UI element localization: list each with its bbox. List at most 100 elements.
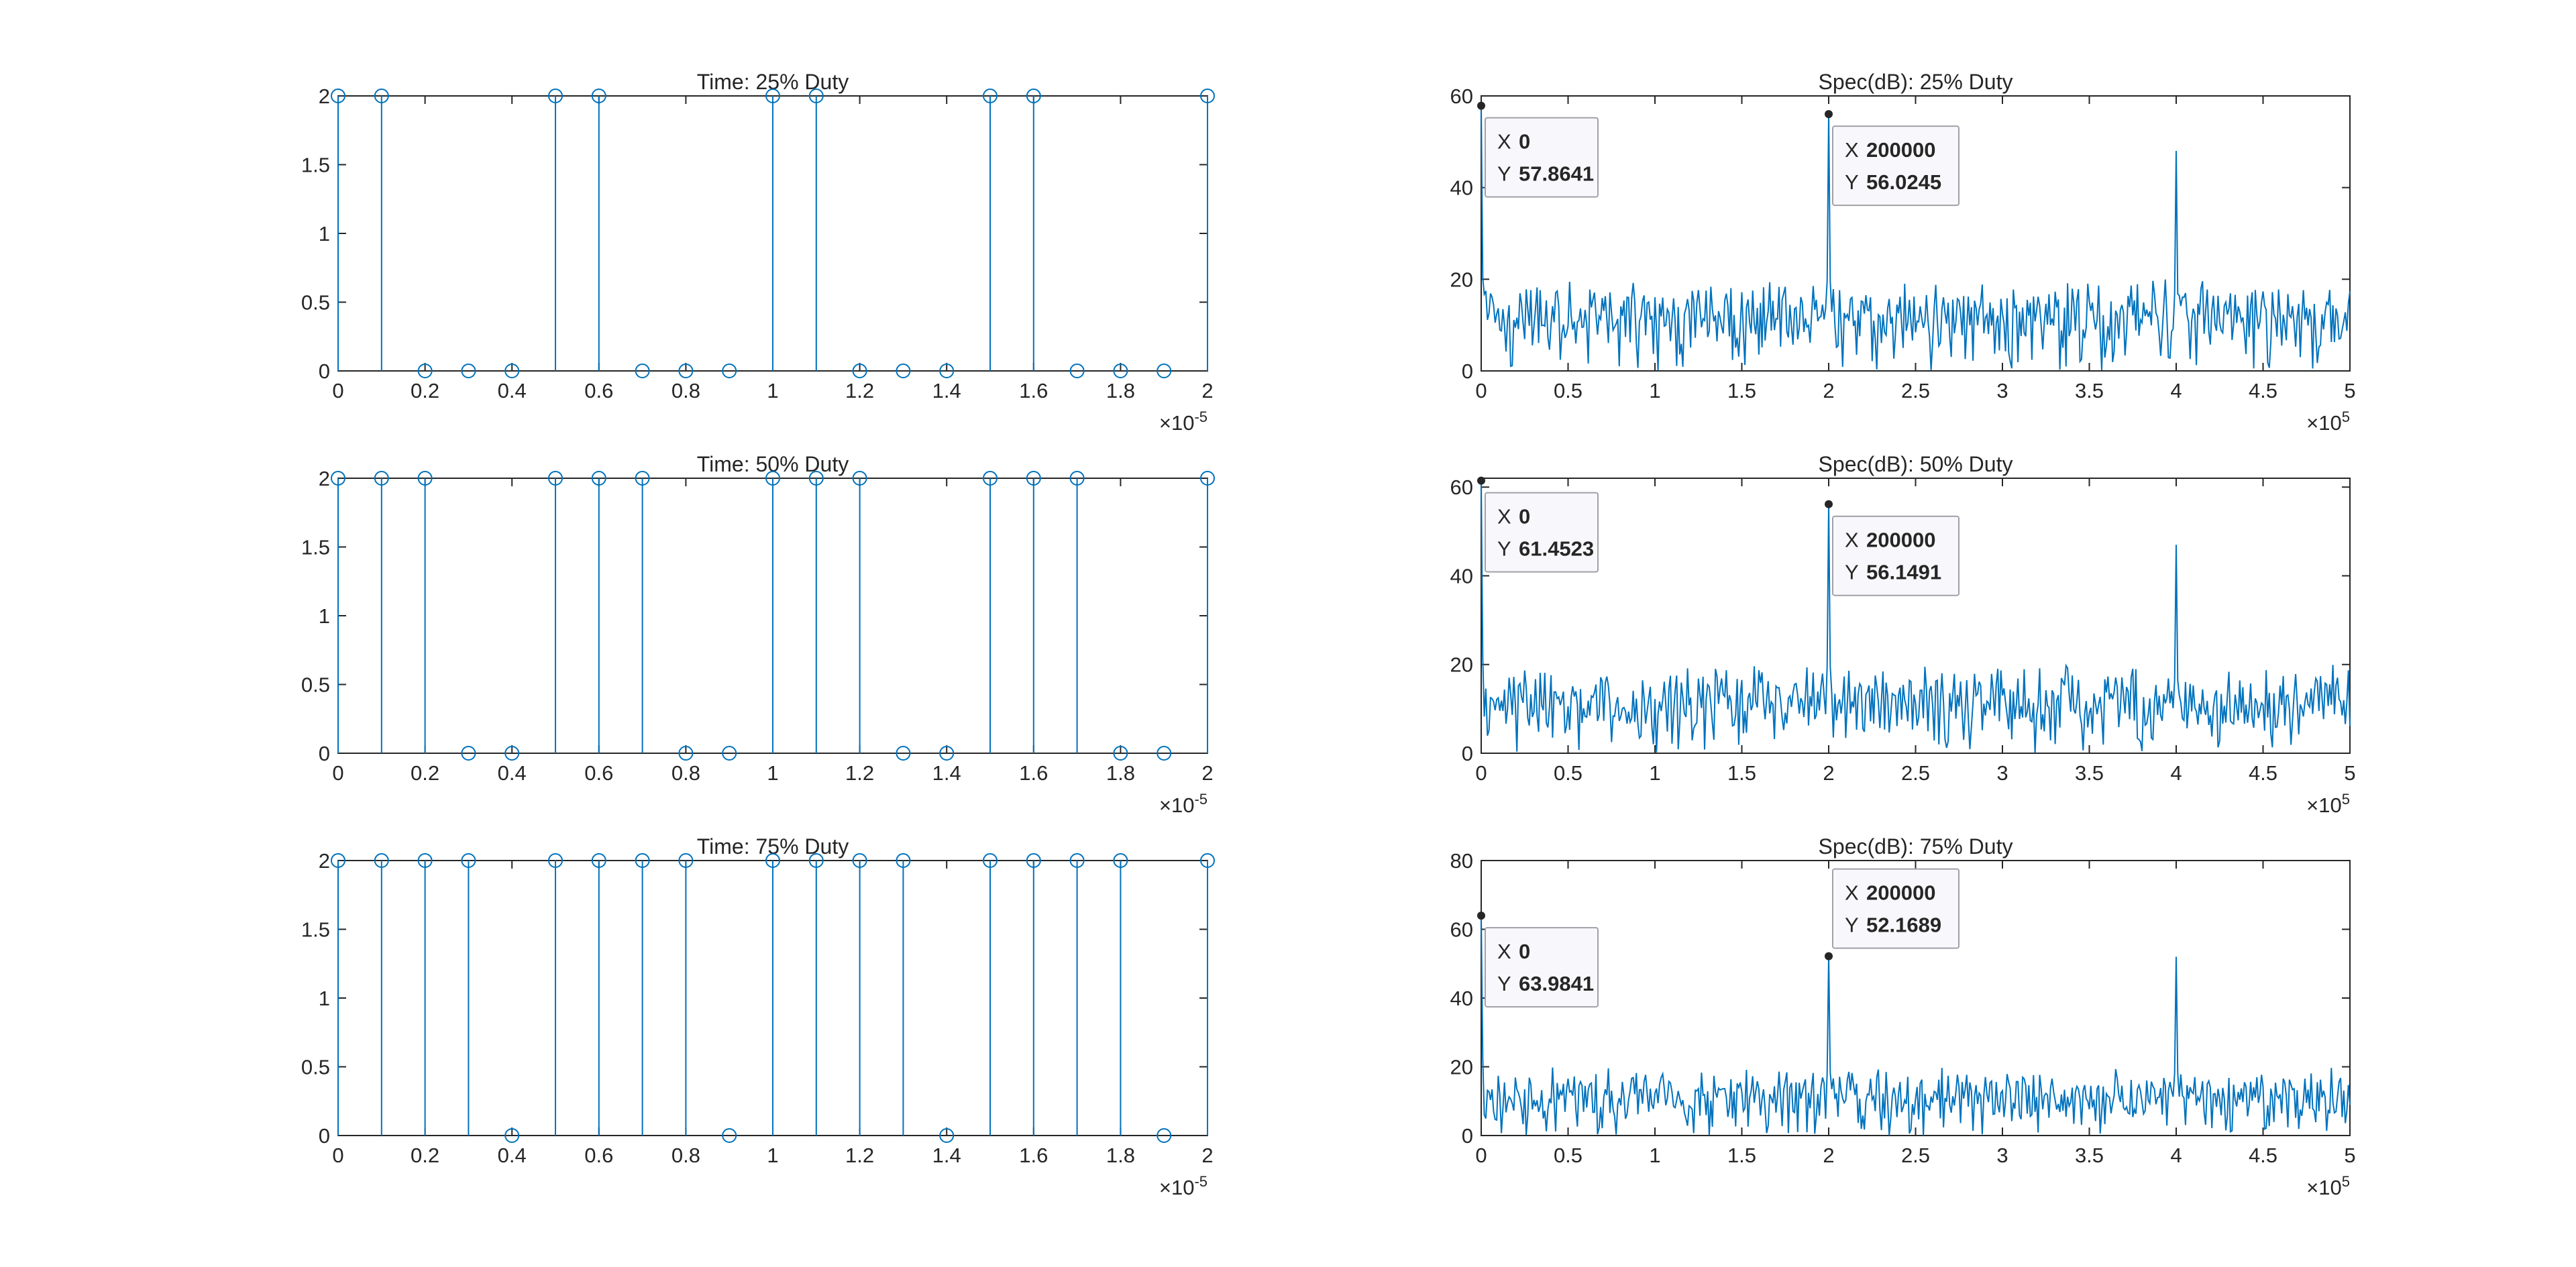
x-tick-label: 1.6 [1019, 379, 1048, 402]
stem-marker [852, 471, 867, 486]
datatip-box[interactable] [1485, 927, 1599, 1008]
x-tick-label: 0 [332, 761, 343, 785]
subplot-2: Spec(dB): 25% Duty 0 0.5 1 1.5 2 2.5 3 3.5 4 4.5 5 0… [1450, 70, 2356, 435]
datatip-box[interactable] [1832, 868, 1960, 949]
y-tick-label: 1 [319, 987, 330, 1010]
x-tick-label: 1 [1649, 1144, 1660, 1167]
stem-marker [808, 89, 824, 103]
stem-marker [765, 471, 780, 486]
x-tick-label: 2 [1823, 761, 1834, 785]
subplot-3: Time: 50% Duty 0 0.2 0.4 0.6 0.8 1 1.2 1.4 1.6 1.8… [301, 452, 1215, 817]
spectrum-line [1481, 105, 2351, 371]
x-tick-label: 1.6 [1019, 761, 1048, 785]
y-tick-label: 1.5 [301, 536, 330, 559]
datatip-y-label: Y [1497, 972, 1511, 995]
datatip-marker[interactable] [1825, 110, 1833, 119]
x-tick-label: 1.2 [845, 379, 874, 402]
datatip-marker[interactable] [1825, 500, 1833, 508]
y-tick-label: 1 [319, 604, 330, 628]
stem-marker [504, 746, 520, 761]
stem-marker [939, 746, 955, 761]
stem-marker [504, 364, 520, 378]
datatip-y-value: 56.1491 [1866, 561, 1941, 584]
stem-marker [374, 89, 389, 103]
y-tick-label: 2 [319, 85, 330, 108]
x-tick-label: 0.6 [584, 379, 613, 402]
stem-marker [983, 853, 998, 868]
x-tick-label: 0.6 [584, 1144, 613, 1167]
datatip-box[interactable] [1832, 515, 1960, 596]
x-tick-label: 1.6 [1019, 1144, 1048, 1167]
datatip-marker[interactable] [1477, 912, 1485, 920]
stem-marker [591, 89, 606, 103]
x-tick-label: 2.5 [1901, 1144, 1930, 1167]
x-tick-label: 0.8 [672, 379, 700, 402]
x-tick-label: 0.4 [498, 1144, 527, 1167]
axes-title: Time: 25% Duty [697, 70, 849, 94]
x-tick-label: 1 [767, 379, 778, 402]
x-exponent-power: 5 [2342, 408, 2350, 425]
stem-marker [548, 853, 563, 868]
x-tick-label: 2 [1823, 1144, 1834, 1167]
x-tick-label: 4 [2170, 1144, 2182, 1167]
stem-marker [374, 853, 389, 868]
stem-marker [939, 1128, 955, 1143]
x-tick-label: 1 [767, 1144, 778, 1167]
stem-marker [548, 471, 563, 486]
stem-marker [678, 364, 694, 378]
datatip-y-value: 61.4523 [1519, 537, 1594, 561]
stem-marker [461, 364, 476, 378]
stem-marker [765, 89, 780, 103]
x-exponent-label: ×10-5 [1159, 1173, 1208, 1199]
y-tick-label: 2 [319, 467, 330, 490]
datatip-box[interactable] [1485, 492, 1599, 573]
datatip-x-label: X [1845, 881, 1859, 905]
stem-marker [1069, 364, 1085, 378]
datatip-box[interactable] [1485, 117, 1599, 198]
datatip-y-value: 63.9841 [1519, 972, 1594, 995]
y-tick-label: 40 [1450, 564, 1473, 588]
x-tick-label: 1.4 [932, 379, 961, 402]
x-tick-label: 2 [1823, 379, 1834, 402]
stem-marker [852, 364, 867, 378]
x-tick-label: 3 [1996, 761, 2008, 785]
x-tick-label: 1.4 [932, 761, 961, 785]
datatip-marker[interactable] [1477, 476, 1485, 485]
spectrum-line [1481, 916, 2351, 1136]
datatip-x-label: X [1497, 940, 1511, 963]
x-tick-label: 1.5 [1727, 379, 1756, 402]
datatip-marker[interactable] [1477, 101, 1485, 110]
datatip-box[interactable] [1832, 125, 1960, 207]
stem-marker [635, 471, 650, 486]
stem-marker [1026, 471, 1041, 486]
stem-marker [896, 853, 911, 868]
datatip-x-value: 0 [1519, 130, 1530, 154]
x-exponent-power: -5 [1194, 791, 1208, 808]
x-tick-label: 0 [332, 379, 343, 402]
x-tick-label: 1.2 [845, 1144, 874, 1167]
stem-marker [896, 746, 911, 761]
datatip-y-label: Y [1845, 170, 1859, 194]
stem-marker [1026, 89, 1041, 103]
stem-marker [461, 853, 476, 868]
x-tick-label: 0 [1475, 379, 1487, 402]
datatip-x-label: X [1845, 138, 1859, 162]
x-exponent-power: 5 [2342, 1173, 2350, 1190]
x-tick-label: 3.5 [2075, 1144, 2104, 1167]
x-tick-label: 0.5 [1554, 761, 1582, 785]
stem-marker [591, 471, 606, 486]
x-tick-label: 0.2 [411, 379, 439, 402]
y-tick-label: 1.5 [301, 918, 330, 942]
x-tick-label: 3.5 [2075, 761, 2104, 785]
x-tick-label: 0.4 [498, 379, 527, 402]
stem-marker [1069, 471, 1085, 486]
datatip-marker[interactable] [1825, 952, 1833, 960]
x-tick-label: 2 [1201, 761, 1213, 785]
x-tick-label: 0.4 [498, 761, 527, 785]
stem-marker [1157, 364, 1172, 378]
y-tick-label: 60 [1450, 85, 1473, 108]
stem-marker [852, 853, 867, 868]
x-tick-label: 1.8 [1106, 1144, 1135, 1167]
x-tick-label: 4.5 [2249, 761, 2277, 785]
x-tick-label: 2 [1201, 1144, 1213, 1167]
